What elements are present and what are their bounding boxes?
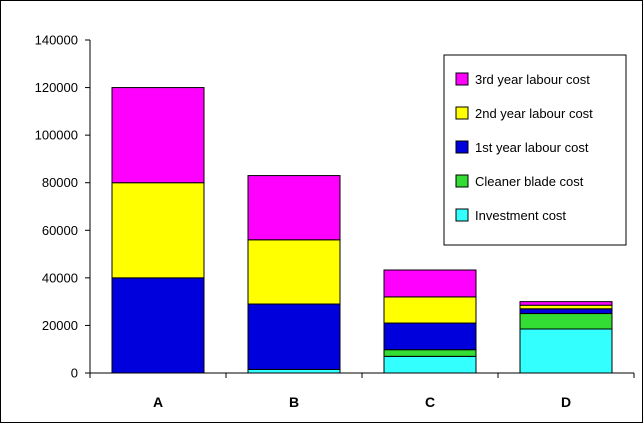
- legend-label: Cleaner blade cost: [475, 174, 584, 189]
- legend-box: [443, 54, 627, 246]
- y-tick-label: 120000: [35, 80, 78, 95]
- bar-c-series-3: [383, 296, 477, 324]
- axes-layer: A B C D 0 20000 40000 60000 80000 100000 120000 140…: [35, 33, 635, 410]
- legend-label: Investment cost: [475, 208, 566, 223]
- bar-c-series-4: [383, 269, 477, 298]
- legend-swatch: [455, 72, 469, 86]
- legend-swatch: [455, 140, 469, 154]
- y-tick-label: 140000: [35, 33, 78, 48]
- y-tick-label: 80000: [42, 175, 78, 190]
- bar-c-series-2: [383, 322, 477, 351]
- bar-b-series-3: [247, 239, 341, 305]
- bar-d-series-0: [519, 328, 613, 374]
- x-tick-label: A: [153, 394, 163, 410]
- x-tick-label: C: [425, 394, 435, 410]
- bar-b-series-0: [247, 368, 341, 374]
- x-tick-label: D: [561, 394, 571, 410]
- bar-b-series-4: [247, 175, 341, 241]
- y-tick-label: 40000: [42, 270, 78, 285]
- bar-c-series-1: [383, 349, 477, 357]
- bar-a-series-2: [111, 277, 205, 374]
- bar-a-series-3: [111, 182, 205, 279]
- legend-swatch: [455, 208, 469, 222]
- legend: 3rd year labour cost 2nd year labour cost…: [443, 54, 627, 246]
- bar-b-series-2: [247, 303, 341, 370]
- bar-a-series-4: [111, 87, 205, 184]
- legend-swatch: [455, 106, 469, 120]
- bar-d-series-4: [519, 301, 613, 306]
- y-tick-label: 60000: [42, 223, 78, 238]
- legend-swatch: [455, 174, 469, 188]
- legend-label: 1st year labour cost: [475, 140, 589, 155]
- y-tick-label: 100000: [35, 128, 78, 143]
- y-tick-label: 0: [71, 366, 78, 381]
- bar-d-series-1: [519, 313, 613, 330]
- bar-d-series-3: [519, 304, 613, 310]
- bars-layer: [111, 87, 613, 374]
- legend-label: 2nd year labour cost: [475, 106, 593, 121]
- bar-d-series-2: [519, 308, 613, 315]
- x-tick-label: B: [289, 394, 299, 410]
- bar-c-series-0: [383, 355, 477, 374]
- y-tick-label: 20000: [42, 318, 78, 333]
- legend-label: 3rd year labour cost: [475, 72, 590, 87]
